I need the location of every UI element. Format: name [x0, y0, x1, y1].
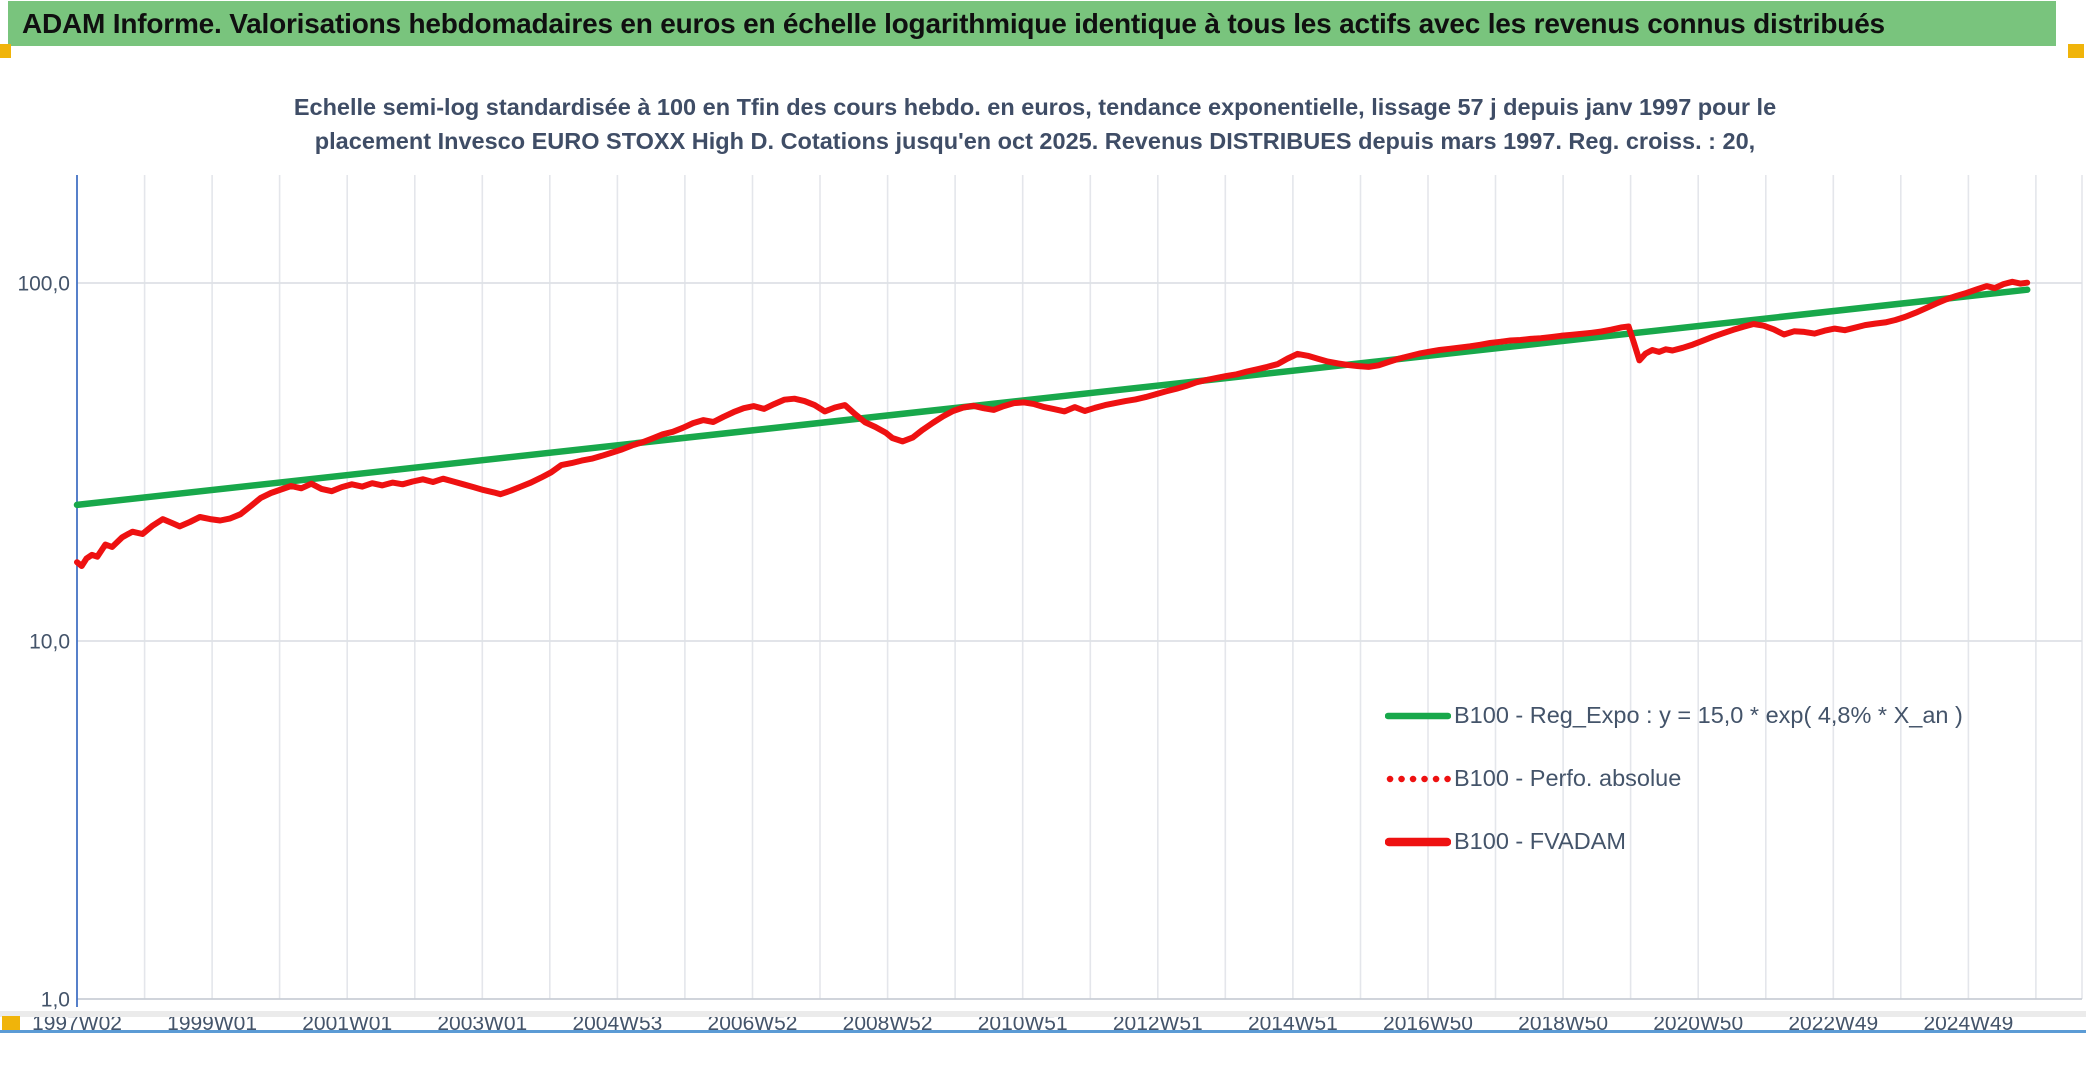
- sheet-row-divider: [0, 1011, 2086, 1017]
- green-trend-line-icon: [1385, 712, 1451, 719]
- svg-text:10,0: 10,0: [29, 631, 70, 654]
- chart-title-line-1: Echelle semi-log standardisée à 100 en T…: [293, 94, 1777, 120]
- selection-handle-bottom-left[interactable]: [2, 1016, 20, 1031]
- selection-handle-top-left[interactable]: [0, 44, 11, 58]
- svg-text:2024W49: 2024W49: [1923, 1012, 2013, 1035]
- legend-item-fvadam[interactable]: B100 - FVADAM: [1385, 810, 1963, 873]
- legend-item-reg-expo[interactable]: B100 - Reg_Expo : y = 15,0 * exp( 4,8% *…: [1385, 684, 1963, 747]
- svg-text:2003W01: 2003W01: [437, 1012, 527, 1035]
- svg-text:2008W52: 2008W52: [843, 1012, 933, 1035]
- sheet-bottom-border: [0, 1030, 2086, 1033]
- svg-text:1999W01: 1999W01: [167, 1012, 257, 1035]
- legend-label-perfo-absolue: B100 - Perfo. absolue: [1454, 765, 1682, 791]
- chart-title-line-2: placement Invesco EURO STOXX High D. Cot…: [314, 128, 1756, 154]
- banner-title: ADAM Informe. Valorisations hebdomadaire…: [22, 8, 1885, 39]
- legend-item-perfo-absolue[interactable]: B100 - Perfo. absolue: [1385, 747, 1963, 810]
- svg-text:2010W51: 2010W51: [978, 1012, 1068, 1035]
- selection-handle-top-right[interactable]: [2068, 44, 2084, 58]
- svg-text:1997W02: 1997W02: [32, 1012, 122, 1035]
- svg-text:2006W52: 2006W52: [708, 1012, 798, 1035]
- top-banner: ADAM Informe. Valorisations hebdomadaire…: [8, 1, 2056, 46]
- chart-legend: B100 - Reg_Expo : y = 15,0 * exp( 4,8% *…: [1385, 684, 1963, 873]
- svg-text:1,0: 1,0: [41, 989, 70, 1012]
- red-dotted-line-icon: [1386, 775, 1451, 782]
- legend-label-reg-expo: B100 - Reg_Expo : y = 15,0 * exp( 4,8% *…: [1454, 702, 1963, 728]
- svg-text:2014W51: 2014W51: [1248, 1012, 1338, 1035]
- svg-text:100,0: 100,0: [17, 273, 70, 296]
- svg-text:2016W50: 2016W50: [1383, 1012, 1473, 1035]
- svg-text:2004W53: 2004W53: [572, 1012, 662, 1035]
- svg-text:2020W50: 2020W50: [1653, 1012, 1743, 1035]
- svg-text:2012W51: 2012W51: [1113, 1012, 1203, 1035]
- chart-title: Echelle semi-log standardisée à 100 en T…: [180, 94, 1890, 198]
- svg-text:2022W49: 2022W49: [1788, 1012, 1878, 1035]
- svg-text:2018W50: 2018W50: [1518, 1012, 1608, 1035]
- legend-label-fvadam: B100 - FVADAM: [1454, 828, 1626, 854]
- red-solid-line-icon: [1385, 837, 1451, 846]
- chart-area[interactable]: Echelle semi-log standardisée à 100 en T…: [0, 46, 2086, 1035]
- svg-text:2001W01: 2001W01: [302, 1012, 392, 1035]
